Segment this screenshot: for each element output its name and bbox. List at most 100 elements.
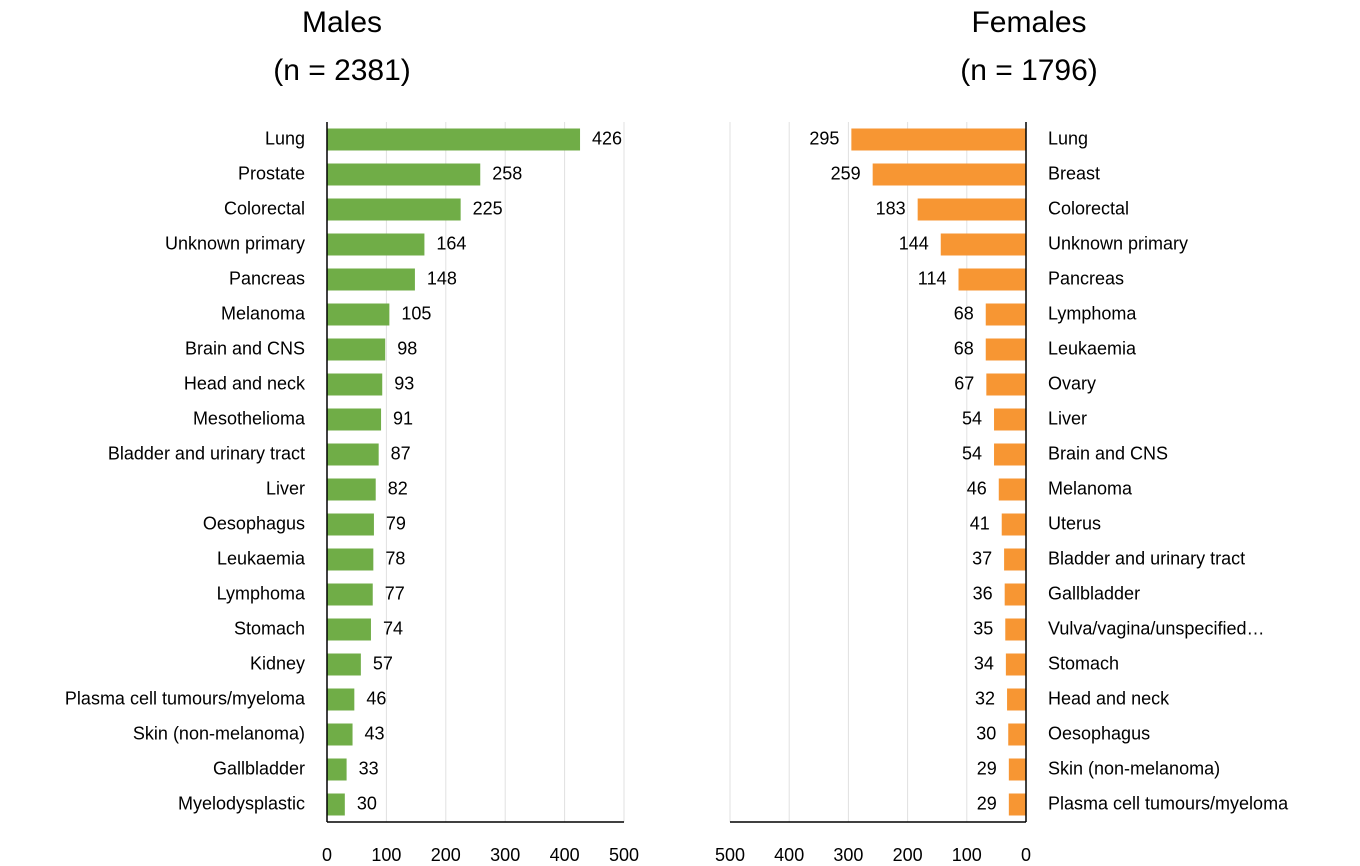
bar xyxy=(985,303,1026,326)
value-label: 37 xyxy=(972,548,992,568)
x-tick-label: 200 xyxy=(893,845,923,865)
bar xyxy=(1004,583,1026,606)
category-label: Pancreas xyxy=(229,268,305,288)
category-label: Kidney xyxy=(250,653,305,673)
chart-subtitle: (n = 1796) xyxy=(960,54,1098,87)
category-label: Vulva/vagina/unspecified… xyxy=(1048,618,1264,638)
value-label: 30 xyxy=(357,793,377,813)
bar xyxy=(327,793,345,816)
x-tick-label: 200 xyxy=(431,845,461,865)
value-label: 41 xyxy=(970,513,990,533)
category-label: Stomach xyxy=(1048,653,1119,673)
x-tick-label: 0 xyxy=(1021,845,1031,865)
bar xyxy=(1001,513,1026,536)
category-label: Uterus xyxy=(1048,513,1101,533)
category-label: Leukaemia xyxy=(1048,338,1137,358)
value-label: 54 xyxy=(962,408,982,428)
category-label: Pancreas xyxy=(1048,268,1124,288)
value-label: 105 xyxy=(401,303,431,323)
value-label: 57 xyxy=(373,653,393,673)
chart-subtitle: (n = 2381) xyxy=(273,54,411,87)
value-label: 34 xyxy=(974,653,994,673)
category-label: Brain and CNS xyxy=(185,338,305,358)
category-label: Bladder and urinary tract xyxy=(1048,548,1245,568)
x-tick-label: 500 xyxy=(715,845,745,865)
category-label: Breast xyxy=(1048,163,1100,183)
category-label: Lymphoma xyxy=(1048,303,1137,323)
x-tick-label: 300 xyxy=(833,845,863,865)
x-tick-label: 100 xyxy=(952,845,982,865)
x-tick-label: 400 xyxy=(550,845,580,865)
bar xyxy=(327,548,374,571)
bar xyxy=(1005,653,1026,676)
category-label: Unknown primary xyxy=(1048,233,1188,253)
value-label: 91 xyxy=(393,408,413,428)
value-label: 32 xyxy=(975,688,995,708)
value-label: 68 xyxy=(954,338,974,358)
category-label: Liver xyxy=(266,478,305,498)
value-label: 74 xyxy=(383,618,403,638)
bar xyxy=(327,338,386,361)
value-label: 87 xyxy=(391,443,411,463)
value-label: 93 xyxy=(394,373,414,393)
value-label: 183 xyxy=(876,198,906,218)
category-label: Lung xyxy=(265,128,305,148)
bar xyxy=(1005,618,1026,641)
bar xyxy=(327,408,382,431)
bar xyxy=(998,478,1026,501)
value-label: 29 xyxy=(977,758,997,778)
category-label: Unknown primary xyxy=(165,233,305,253)
category-label: Colorectal xyxy=(224,198,305,218)
category-label: Lymphoma xyxy=(217,583,306,603)
bar xyxy=(327,128,581,151)
bar xyxy=(986,373,1026,396)
category-label: Plasma cell tumours/myeloma xyxy=(1048,793,1289,813)
bar xyxy=(1004,548,1026,571)
value-label: 148 xyxy=(427,268,457,288)
bar xyxy=(327,233,425,256)
value-label: 258 xyxy=(492,163,522,183)
category-label: Skin (non-melanoma) xyxy=(1048,758,1220,778)
bar xyxy=(327,513,374,536)
bar xyxy=(940,233,1026,256)
value-label: 225 xyxy=(473,198,503,218)
bar xyxy=(994,443,1026,466)
chart-title: Females xyxy=(971,6,1086,39)
category-label: Melanoma xyxy=(1048,478,1133,498)
value-label: 68 xyxy=(954,303,974,323)
value-label: 114 xyxy=(918,268,947,288)
category-label: Bladder and urinary tract xyxy=(108,443,305,463)
value-label: 36 xyxy=(973,583,993,603)
category-label: Head and neck xyxy=(1048,688,1170,708)
chart-title: Males xyxy=(302,6,382,39)
value-label: 259 xyxy=(831,163,861,183)
value-label: 43 xyxy=(365,723,385,743)
bar xyxy=(985,338,1026,361)
category-label: Myelodysplastic xyxy=(178,793,305,813)
category-label: Head and neck xyxy=(184,373,306,393)
value-label: 79 xyxy=(386,513,406,533)
bar xyxy=(917,198,1026,221)
value-label: 98 xyxy=(397,338,417,358)
bar xyxy=(1008,723,1026,746)
bar xyxy=(994,408,1026,431)
category-label: Brain and CNS xyxy=(1048,443,1168,463)
category-label: Liver xyxy=(1048,408,1087,428)
value-label: 33 xyxy=(359,758,379,778)
value-label: 29 xyxy=(977,793,997,813)
category-label: Leukaemia xyxy=(217,548,306,568)
x-tick-label: 0 xyxy=(322,845,332,865)
bar xyxy=(1008,758,1026,781)
bar xyxy=(327,268,415,291)
value-label: 426 xyxy=(592,128,622,148)
x-tick-label: 100 xyxy=(371,845,401,865)
x-tick-label: 500 xyxy=(609,845,639,865)
value-label: 46 xyxy=(366,688,386,708)
bar xyxy=(327,163,481,186)
value-label: 78 xyxy=(385,548,405,568)
value-label: 295 xyxy=(809,128,839,148)
category-label: Gallbladder xyxy=(1048,583,1140,603)
category-label: Skin (non-melanoma) xyxy=(133,723,305,743)
category-label: Oesophagus xyxy=(203,513,305,533)
